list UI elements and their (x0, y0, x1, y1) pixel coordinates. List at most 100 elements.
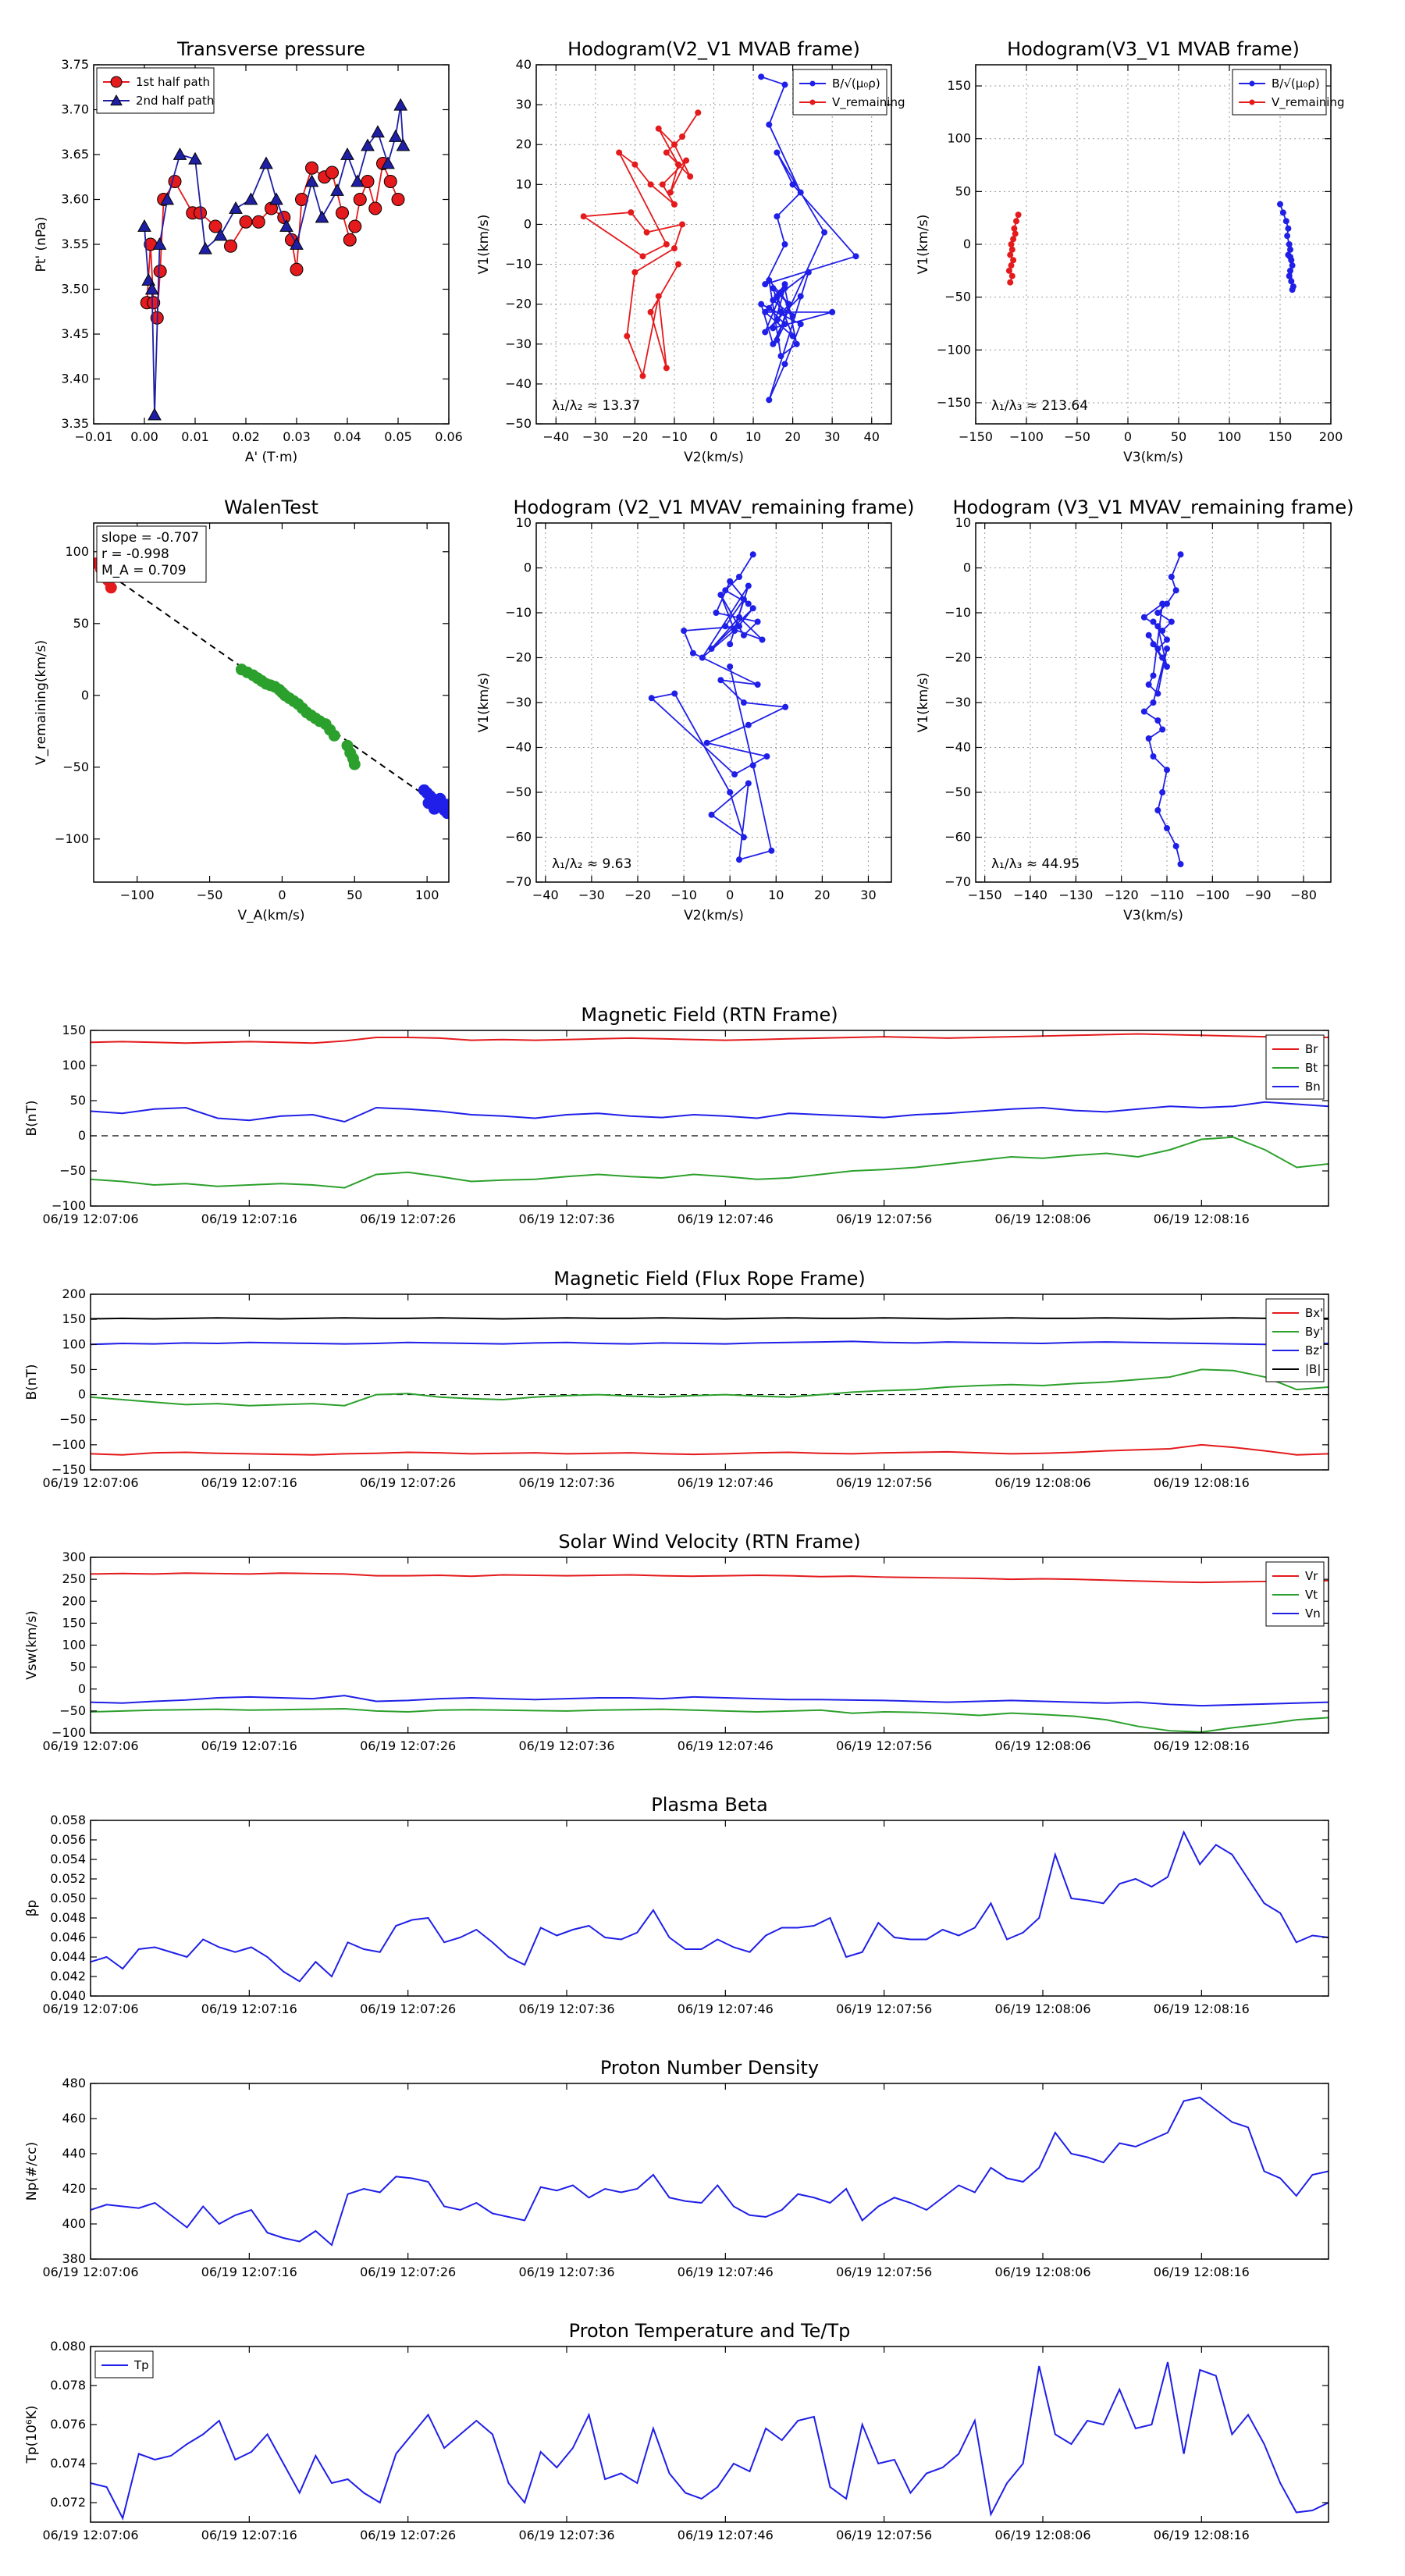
hodo_v3v1-s1-point-5 (1008, 241, 1015, 247)
hodo_v2v1-s1-point-1 (679, 133, 686, 140)
hodo_v2v1-s0-point-25 (766, 277, 773, 283)
density-xtick-label-1: 06/19 12:07:16 (201, 2265, 297, 2279)
hodo_vav_v3v1-s0-point-0 (1177, 551, 1184, 558)
bfield_rtn-xtick-label-1: 06/19 12:07:16 (201, 1212, 297, 1226)
hodo_v2v1-ytick-label-8: 30 (516, 97, 532, 112)
hodo_vav_v2v1-s0-point-10 (749, 605, 756, 612)
pressure-s0-point-26 (368, 201, 382, 215)
hodo_vav_v2v1-s0-point-31 (671, 690, 678, 697)
pressure-s1-point-25 (393, 98, 408, 111)
temperature-xtick-label-0: 06/19 12:07:06 (42, 2528, 138, 2542)
density-xtick-label-7: 06/19 12:08:16 (1154, 2265, 1250, 2279)
hodo_v3v1-s0-point-10 (1287, 267, 1293, 274)
velocity-xtick-label-4: 06/19 12:07:46 (678, 1738, 774, 1753)
beta-xtick-label-1: 06/19 12:07:16 (201, 2001, 297, 2016)
temperature-xtick-label-4: 06/19 12:07:46 (678, 2528, 774, 2542)
hodo_v2v1-s1-point-21 (631, 269, 638, 276)
hodo_v2v1-s0-point-35 (781, 321, 788, 328)
hodo_v2v1-s1-point-25 (663, 365, 670, 372)
velocity-legend-label-0: Vr (1305, 1569, 1318, 1583)
bfield_fr-ytick-label-0: −150 (52, 1462, 86, 1477)
walen-ytick-label-3: 50 (73, 616, 89, 631)
hodo_vav_v3v1-s0-point-9 (1154, 646, 1161, 652)
pressure-s0-point-10 (224, 239, 237, 253)
pressure-s1-point-15 (290, 237, 304, 250)
hodo_v2v1-s0-point-2 (766, 121, 773, 128)
hodo_vav_v3v1-s0-point-25 (1145, 735, 1152, 742)
beta-xtick-label-7: 06/19 12:08:16 (1154, 2001, 1250, 2016)
pressure-s0-point-20 (325, 165, 339, 180)
hodo_vav_v2v1-xtick-label-0: −40 (532, 888, 559, 902)
hodo_v3v1-s1-point-0 (1015, 212, 1022, 219)
hodo_vav_v2v1-s0-point-19 (736, 623, 742, 630)
hodo_vav_v3v1-s0-point-31 (1172, 843, 1179, 849)
hodo_v3v1-xlabel: V3(km/s) (1123, 450, 1183, 465)
pressure-ytick-label-7: 3.70 (61, 102, 89, 117)
hodo_vav_v2v1-s0-point-9 (731, 628, 738, 634)
hodo_vav_v3v1-xlabel: V3(km/s) (1123, 908, 1183, 923)
bfield_rtn-xtick-label-7: 06/19 12:08:16 (1154, 1212, 1250, 1226)
hodo_v2v1-s0-point-24 (777, 353, 784, 360)
hodo_v2v1-xtick-label-1: −30 (582, 429, 609, 444)
bfield_fr-series-1-line (91, 1368, 1329, 1407)
pressure-s0-point-18 (305, 161, 318, 175)
hodo_v3v1-s1-point-1 (1013, 218, 1019, 225)
bfield_fr-marks (91, 1317, 1329, 1456)
hodo_v2v1-ytick-label-5: 0 (524, 216, 532, 231)
hodo_vav_v2v1-s0-point-28 (763, 753, 770, 760)
hodo_vav_v2v1-title: Hodogram (V2_V1 MVAV_remaining frame) (513, 496, 914, 518)
walen-xtick-label-0: −100 (120, 888, 155, 902)
hodo_vav_v2v1-marks (648, 551, 789, 863)
temperature-legend-label-0: Tp (133, 2358, 149, 2372)
hodo_vav_v3v1-s0-point-19 (1154, 690, 1161, 697)
hodo_v2v1-xtick-label-3: −10 (661, 429, 688, 444)
hodo_vav_v2v1-s0-point-37 (768, 847, 775, 854)
hodo_vav_v3v1-marks (1140, 551, 1184, 867)
hodo_vav_v2v1-s0-point-35 (745, 780, 752, 787)
temperature-chart: 06/19 12:07:06 06/19 12:07:16 06/19 12:07:… (24, 2320, 1329, 2542)
bfield_rtn-legend-label-2: Bn (1305, 1080, 1321, 1094)
velocity-xtick-label-6: 06/19 12:08:06 (994, 1738, 1090, 1753)
hodo_v3v1-xtick-label-1: −100 (1009, 429, 1044, 444)
walen-ytick-label-1: −50 (62, 760, 89, 774)
velocity-marks (91, 1572, 1329, 1733)
hodo_v2v1-s1-point-20 (670, 245, 678, 252)
hodo_v2v1-s1-point-12 (631, 161, 638, 168)
hodo_v2v1-s0-point-1 (781, 81, 788, 88)
hodo_vav_v2v1-annotation: λ₁/λ₂ ≈ 9.63 (552, 856, 631, 872)
hodo_v3v1-s1-point-12 (1007, 279, 1014, 286)
hodo_vav_v2v1-s0-point-18 (699, 654, 706, 661)
hodo_vav_v2v1-ytick-label-6: −10 (505, 605, 532, 620)
density-ytick-label-3: 440 (62, 2146, 86, 2161)
hodo_v2v1-s0-point-31 (770, 297, 777, 304)
pressure-s1-point-22 (371, 125, 385, 138)
hodo_vav_v2v1-s0-point-17 (745, 582, 752, 589)
temperature-xtick-label-6: 06/19 12:08:06 (994, 2528, 1090, 2542)
hodo_v2v1-annotation: λ₁/λ₂ ≈ 13.37 (552, 398, 640, 414)
hodo_vav_v2v1-s0-point-24 (740, 699, 747, 706)
beta-plot-area (91, 1820, 1329, 1996)
bfield_fr-legend-label-0: Bx' (1305, 1306, 1323, 1320)
pressure-s0-point-29 (391, 193, 405, 206)
hodo_v2v1-s1-point-11 (647, 181, 654, 188)
hodo_v3v1-xtick-label-0: −150 (959, 429, 993, 444)
hodo_vav_v2v1-ytick-label-0: −70 (505, 874, 532, 889)
hodo_v2v1-title: Hodogram(V2_V1 MVAB frame) (567, 38, 860, 60)
velocity-ytick-label-0: −100 (52, 1725, 86, 1740)
hodo_vav_v2v1-s0-point-12 (736, 614, 742, 621)
hodo_vav_v2v1-s0-point-27 (703, 739, 710, 746)
hodo_vav_v2v1-plot-area (536, 523, 891, 882)
hodo_v3v1-s0-point-0 (1277, 201, 1283, 208)
bfield_rtn-ytick-label-5: 150 (62, 1023, 86, 1037)
beta-xtick-label-5: 06/19 12:07:56 (836, 2001, 932, 2016)
pressure-s0-point-23 (348, 219, 362, 233)
hodo_vav_v2v1-ytick-label-8: 10 (516, 515, 532, 530)
hodo_v3v1-legend (1232, 69, 1327, 116)
density-xtick-label-0: 06/19 12:07:06 (42, 2265, 138, 2279)
bfield_fr-title: Magnetic Field (Flux Rope Frame) (553, 1268, 865, 1290)
hodo_vav_v3v1-xtick-label-5: −100 (1195, 888, 1229, 902)
hodo_v3v1-s0-point-1 (1279, 209, 1286, 216)
beta-xtick-label-2: 06/19 12:07:26 (360, 2001, 456, 2016)
bfield_fr-ytick-label-4: 50 (70, 1361, 86, 1376)
hodo_v2v1-s1-point-5 (655, 125, 662, 132)
